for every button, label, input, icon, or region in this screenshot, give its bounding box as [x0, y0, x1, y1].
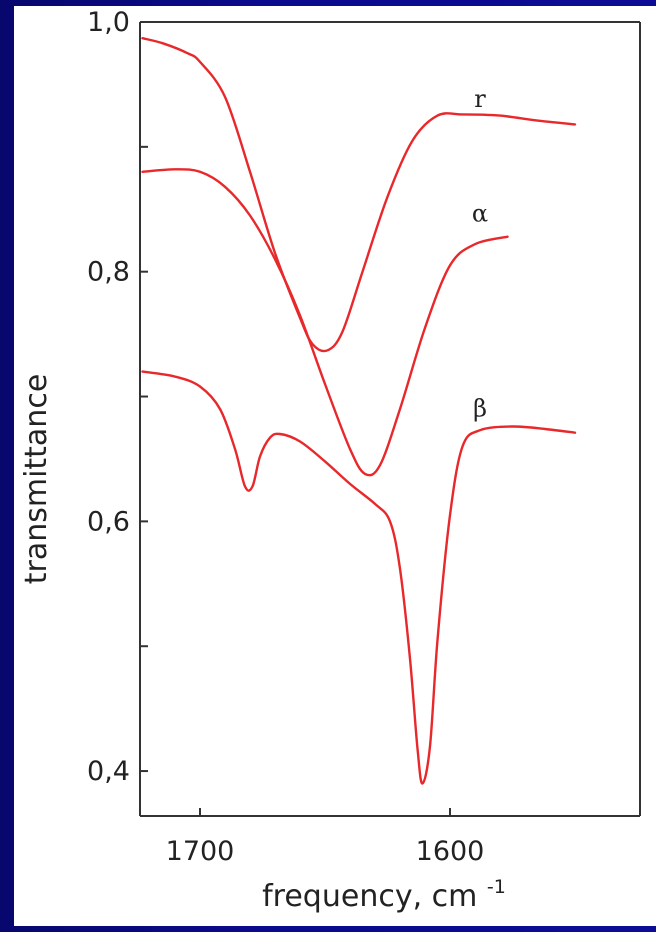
series-labels: r α β: [472, 85, 488, 423]
x-ticks: 1700 1600: [166, 808, 485, 867]
series-line-r: [141, 37, 577, 353]
x-axis-title-superscript: -1: [487, 876, 506, 898]
series-lines: [141, 37, 577, 785]
y-tick-label: 0,6: [87, 506, 130, 537]
series-label: β: [473, 395, 487, 423]
x-axis-title: frequency, cm -1: [262, 876, 506, 914]
y-ticks: 1,0 0,8 0,6 0,4: [87, 7, 148, 787]
figure-panel: [14, 6, 656, 926]
series-label: r: [474, 85, 486, 113]
x-axis-title-text: frequency, cm: [262, 879, 477, 914]
y-axis-title: transmittance: [19, 374, 54, 585]
y-tick-label: 0,8: [87, 257, 130, 288]
series-label: α: [472, 200, 488, 228]
x-tick-label: 1600: [416, 836, 485, 867]
x-tick-label: 1700: [166, 836, 235, 867]
axes: [139, 21, 641, 817]
series-line-alpha: [141, 168, 509, 477]
series-line-beta: [141, 370, 577, 785]
y-tick-label: 0,4: [87, 756, 130, 787]
y-tick-label: 1,0: [87, 7, 130, 38]
